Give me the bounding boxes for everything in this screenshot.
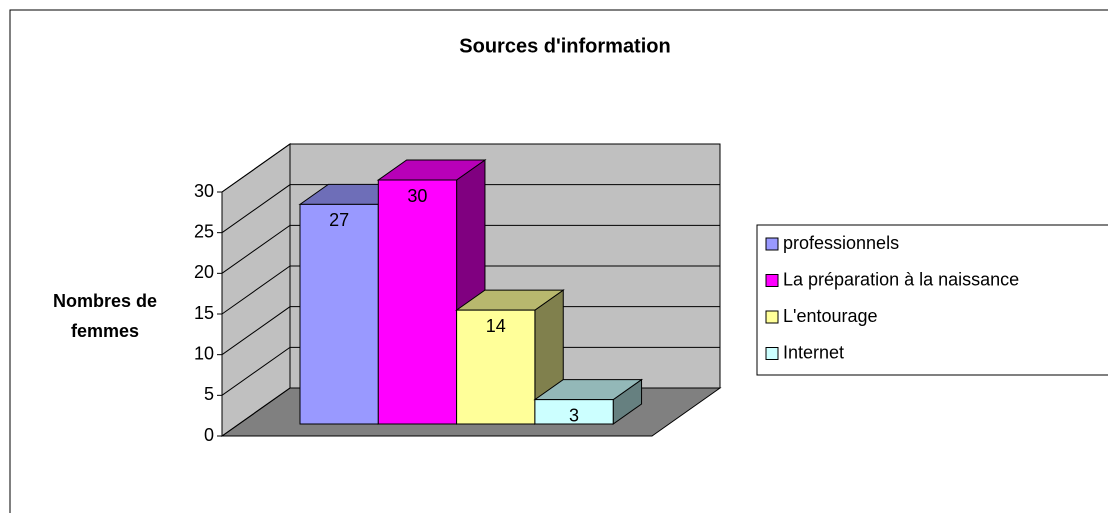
grid-line [221,143,720,193]
legend-label: La préparation à la naissance [783,269,1019,289]
y-tick-label: 30 [194,181,214,201]
legend-label: L'entourage [783,306,878,326]
legend-label: professionnels [783,233,899,253]
data-label: 3 [569,405,579,425]
y-axis-label: Nombres de femmes [52,291,158,341]
data-label: 27 [329,210,349,230]
legend-swatch [765,347,779,360]
bar [299,203,379,425]
legend-swatch [765,274,779,287]
y-tick-label: 25 [194,221,214,241]
legend-label: Internet [783,342,844,362]
grid-line [221,306,720,356]
legend-swatch [765,310,779,324]
bar [534,399,614,425]
legend-swatch [765,237,779,251]
legend-box [756,224,1108,376]
data-label: 14 [486,316,506,336]
y-tick-label: 10 [194,343,214,363]
data-label: 30 [407,186,427,206]
bar [456,309,536,425]
bar [377,179,458,425]
grid-line [221,265,720,315]
y-tick-label: 20 [194,262,214,282]
y-tick-label: 0 [204,425,214,445]
y-tick-label: 15 [194,303,214,323]
grid-line [221,346,720,396]
y-tick-label: 5 [204,384,214,404]
grid-line [221,224,720,274]
chart-title: Sources d'information [459,35,670,57]
grid-line [221,184,720,234]
